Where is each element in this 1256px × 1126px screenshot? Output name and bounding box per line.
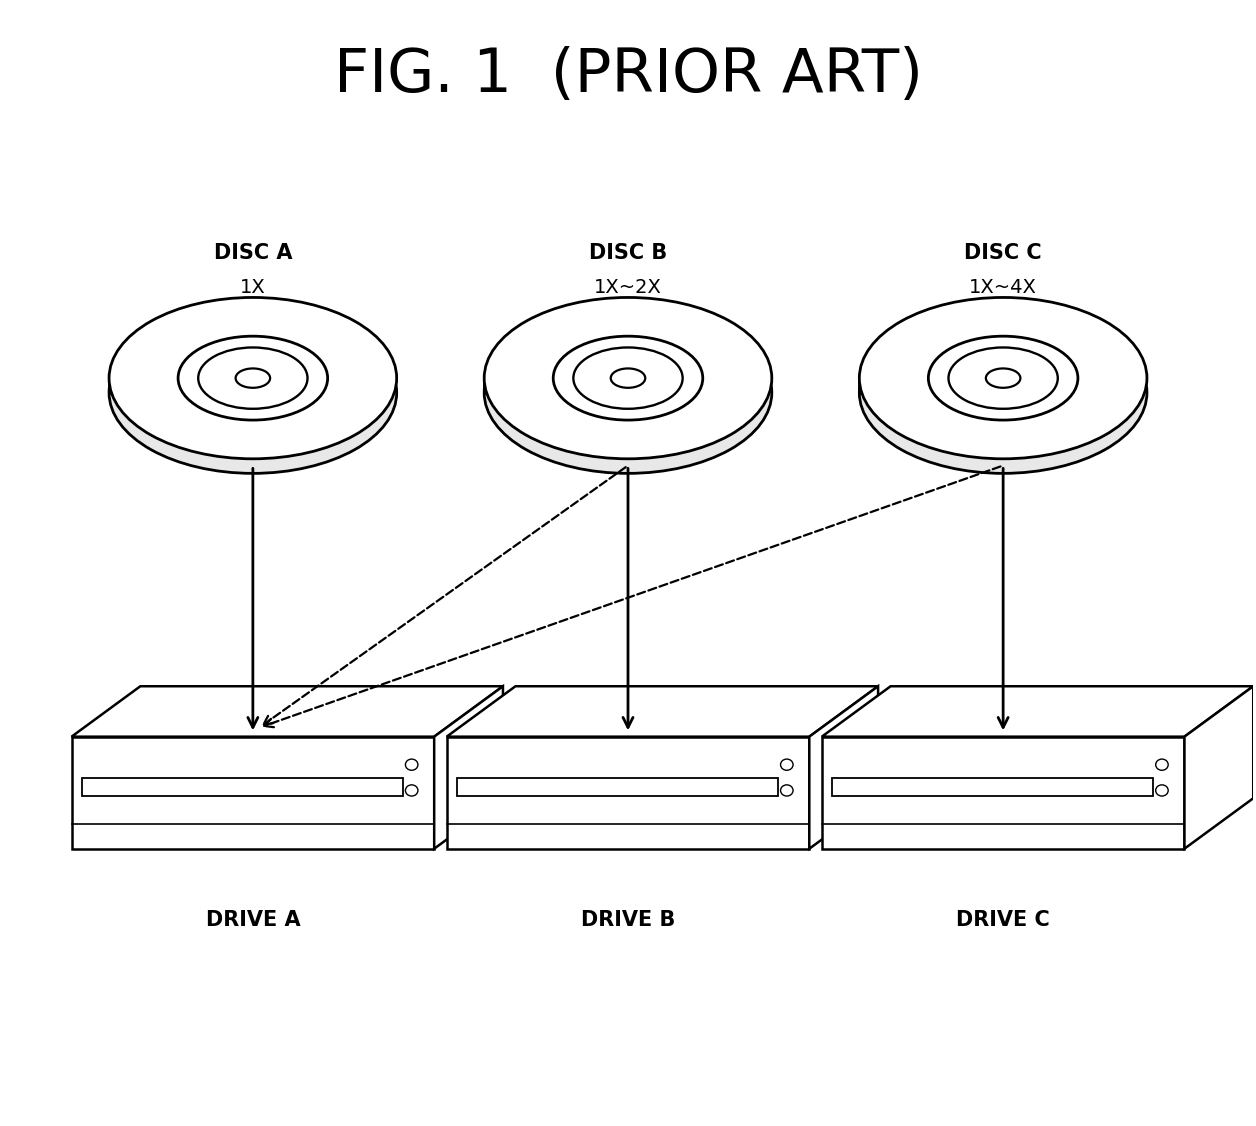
Text: DRIVE A: DRIVE A bbox=[206, 910, 300, 930]
Ellipse shape bbox=[573, 348, 683, 409]
Ellipse shape bbox=[178, 337, 328, 420]
Text: DISC A: DISC A bbox=[214, 243, 293, 262]
Ellipse shape bbox=[928, 337, 1078, 420]
Ellipse shape bbox=[485, 312, 771, 473]
Ellipse shape bbox=[485, 297, 771, 458]
Ellipse shape bbox=[198, 348, 308, 409]
Ellipse shape bbox=[948, 348, 1058, 409]
Polygon shape bbox=[457, 778, 777, 796]
Ellipse shape bbox=[553, 337, 703, 420]
Polygon shape bbox=[72, 686, 502, 736]
Ellipse shape bbox=[859, 312, 1147, 473]
Polygon shape bbox=[447, 736, 809, 849]
Polygon shape bbox=[831, 778, 1153, 796]
Text: DRIVE B: DRIVE B bbox=[580, 910, 676, 930]
Polygon shape bbox=[821, 686, 1253, 736]
Ellipse shape bbox=[109, 312, 397, 473]
Polygon shape bbox=[72, 736, 435, 849]
Ellipse shape bbox=[859, 297, 1147, 458]
Ellipse shape bbox=[610, 368, 646, 387]
Text: 1X: 1X bbox=[240, 278, 266, 297]
Text: 1X~4X: 1X~4X bbox=[970, 278, 1037, 297]
Polygon shape bbox=[821, 736, 1184, 849]
Text: DRIVE C: DRIVE C bbox=[956, 910, 1050, 930]
Polygon shape bbox=[1184, 686, 1253, 849]
Polygon shape bbox=[809, 686, 878, 849]
Ellipse shape bbox=[109, 297, 397, 458]
Ellipse shape bbox=[986, 368, 1020, 387]
Polygon shape bbox=[447, 686, 878, 736]
Text: FIG. 1  (PRIOR ART): FIG. 1 (PRIOR ART) bbox=[334, 46, 922, 105]
Text: 1X~2X: 1X~2X bbox=[594, 278, 662, 297]
Text: DISC B: DISC B bbox=[589, 243, 667, 262]
Ellipse shape bbox=[236, 368, 270, 387]
Polygon shape bbox=[82, 778, 403, 796]
Polygon shape bbox=[435, 686, 502, 849]
Text: DISC C: DISC C bbox=[965, 243, 1042, 262]
